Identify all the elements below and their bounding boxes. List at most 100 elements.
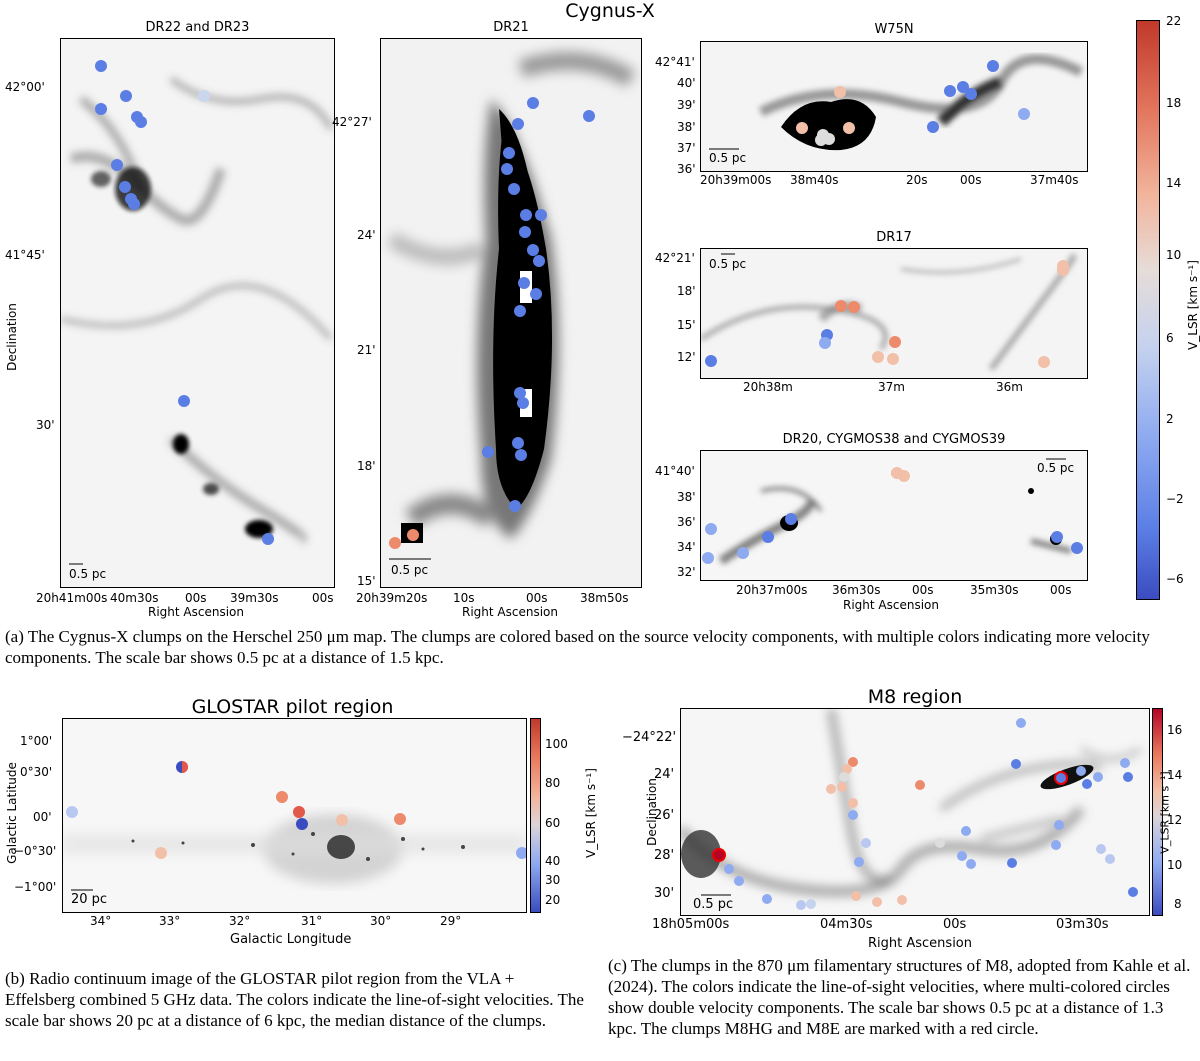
dec-tick: 39' bbox=[677, 98, 696, 112]
lat-tick: −1°00' bbox=[14, 880, 57, 894]
dec-tick: 34' bbox=[677, 540, 696, 554]
dec-tick: 24' bbox=[654, 767, 675, 782]
glostar-clumps bbox=[66, 761, 526, 859]
ra-tick: 35m30s bbox=[970, 583, 1019, 597]
clump bbox=[583, 110, 595, 122]
glostar-cbar-label: V_LSR [km s⁻¹] bbox=[584, 768, 598, 858]
dec-tick: 38' bbox=[677, 120, 696, 134]
clump bbox=[887, 353, 899, 365]
xlabel: Right Ascension bbox=[148, 605, 244, 619]
clump bbox=[1071, 542, 1083, 554]
clump bbox=[724, 864, 734, 874]
clump bbox=[848, 757, 858, 767]
scale-label: 0.5 pc bbox=[391, 563, 429, 577]
panel-title-dr22: DR22 and DR23 bbox=[145, 20, 250, 35]
ra-tick: 20h38m bbox=[743, 380, 793, 394]
ra-tick: 38m40s bbox=[790, 173, 839, 187]
cbar-tick: −2 bbox=[1166, 492, 1184, 506]
clump bbox=[944, 85, 956, 97]
clump bbox=[935, 838, 945, 848]
clump bbox=[276, 791, 288, 803]
clump bbox=[407, 529, 419, 541]
ra-tick: 00s bbox=[312, 591, 334, 605]
lat-tick: 0°30' bbox=[20, 765, 53, 779]
clump bbox=[128, 198, 140, 210]
ra-tick: 37m40s bbox=[1030, 173, 1079, 187]
lat-tick: −0°30' bbox=[14, 844, 57, 858]
cbar-tick: 2 bbox=[1166, 412, 1174, 426]
clump bbox=[155, 847, 167, 859]
clump bbox=[861, 838, 871, 848]
scale-label: 0.5 pc bbox=[1037, 461, 1075, 475]
clump bbox=[898, 470, 910, 482]
figure-title: Cygnus-X bbox=[565, 0, 655, 22]
cbar-tick: 16 bbox=[1167, 723, 1183, 737]
dec-tick: 37' bbox=[677, 141, 696, 155]
clump bbox=[705, 355, 717, 367]
dec-tick: 36' bbox=[677, 162, 696, 176]
dec-tick: 32' bbox=[677, 565, 696, 579]
cbar-tick: −6 bbox=[1166, 572, 1184, 586]
clump bbox=[509, 500, 521, 512]
ra-tick: 00s bbox=[912, 583, 934, 597]
xlabel: Right Ascension bbox=[843, 598, 939, 612]
dr17-image bbox=[701, 253, 1077, 371]
panel-title-w75n: W75N bbox=[874, 22, 914, 37]
clump-half-left bbox=[176, 761, 182, 773]
clump bbox=[702, 552, 714, 564]
clump bbox=[1128, 887, 1138, 897]
caption-b: (b) Radio continuum image of the GLOSTAR… bbox=[5, 969, 584, 1030]
dr20-clumps bbox=[702, 467, 1083, 564]
lat-tick: 1°00' bbox=[20, 734, 53, 748]
clump bbox=[1082, 779, 1092, 789]
dec-tick: 41°40' bbox=[655, 464, 695, 478]
panel-title-dr21: DR21 bbox=[493, 20, 529, 35]
clump bbox=[517, 397, 529, 409]
ra-tick: 37m bbox=[878, 380, 905, 394]
clump bbox=[1096, 844, 1106, 854]
clump-half-right bbox=[182, 761, 188, 773]
clump bbox=[854, 857, 864, 867]
ra-tick: 03m30s bbox=[1056, 917, 1109, 932]
cbar-tick: 100 bbox=[545, 737, 568, 751]
clump bbox=[262, 533, 274, 545]
clump bbox=[872, 897, 882, 907]
clump bbox=[837, 782, 847, 792]
dec-tick: 18' bbox=[677, 284, 696, 298]
dec-tick: 41°45' bbox=[5, 248, 45, 262]
m8-image bbox=[681, 709, 1143, 910]
clump-m8hg bbox=[1054, 771, 1068, 785]
glostar-ylabel: Galactic Latitude bbox=[5, 762, 19, 864]
glostar-image bbox=[63, 761, 526, 891]
clump bbox=[296, 818, 308, 830]
dec-tick: 38' bbox=[677, 490, 696, 504]
clump bbox=[965, 88, 977, 100]
clump bbox=[762, 531, 774, 543]
dr21-image bbox=[386, 52, 636, 560]
clump bbox=[1011, 759, 1021, 769]
clump bbox=[514, 305, 526, 317]
clump bbox=[508, 183, 520, 195]
clump bbox=[851, 891, 861, 901]
clump bbox=[66, 806, 78, 818]
clump bbox=[518, 277, 530, 289]
clump bbox=[1076, 766, 1086, 776]
m8-title: M8 region bbox=[867, 686, 963, 708]
clump bbox=[293, 806, 305, 818]
panel-title-dr20: DR20, CYGMOS38 and CYGMOS39 bbox=[782, 432, 1006, 447]
clump bbox=[135, 116, 147, 128]
cbar-tick: 60 bbox=[545, 816, 561, 830]
ra-tick: 00s bbox=[1050, 583, 1072, 597]
clump bbox=[1051, 840, 1061, 850]
clump bbox=[1054, 820, 1064, 830]
clump bbox=[826, 784, 836, 794]
map-w75n: 0.5 pc bbox=[700, 41, 1088, 172]
dec-tick: 42°21' bbox=[655, 251, 695, 265]
clump bbox=[1007, 858, 1017, 868]
clump bbox=[178, 395, 190, 407]
clump bbox=[815, 134, 827, 146]
dec-tick: 28' bbox=[654, 848, 675, 863]
clump bbox=[1018, 108, 1030, 120]
clump bbox=[1105, 854, 1115, 864]
cbar-tick: 12 bbox=[1167, 813, 1183, 827]
